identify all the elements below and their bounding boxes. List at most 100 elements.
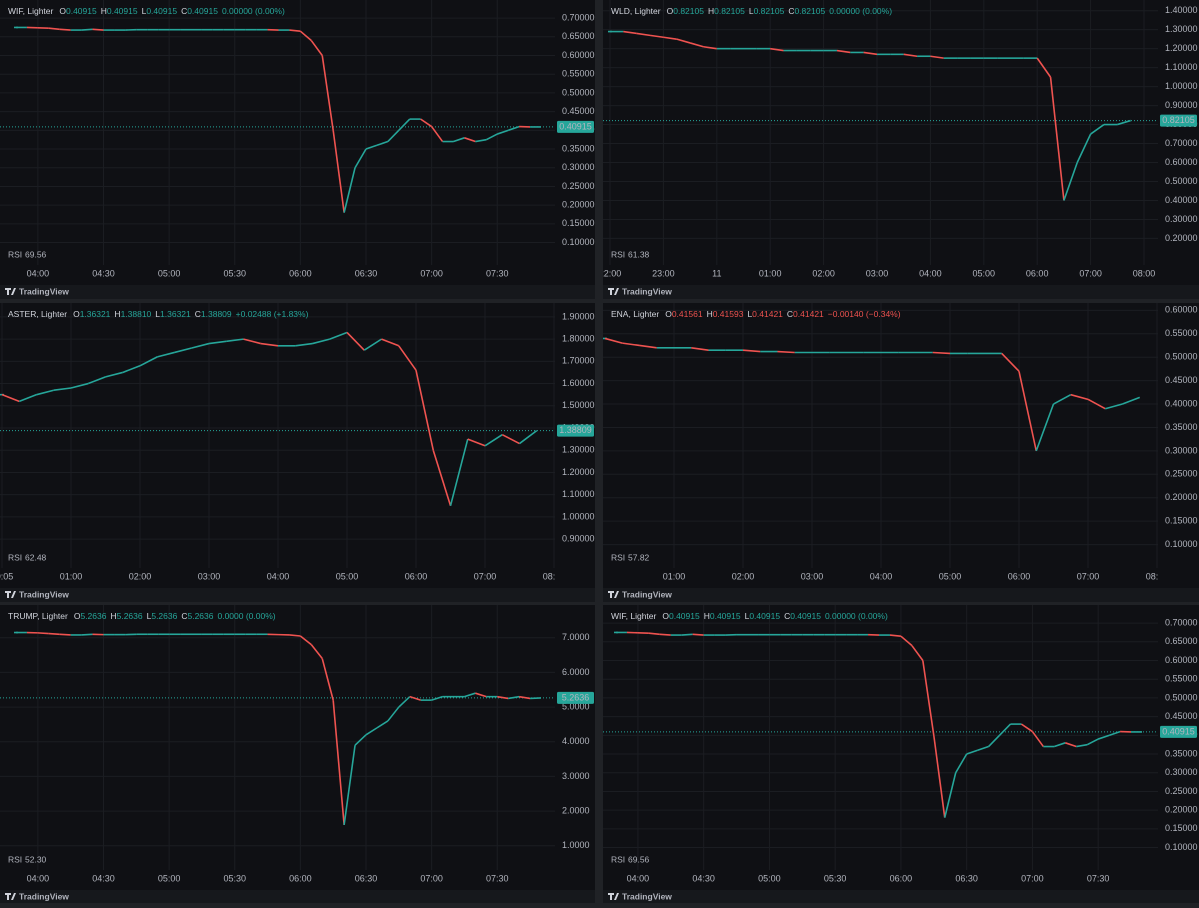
ohlc-value: 0.40915 (66, 6, 97, 16)
x-tick-label: 05:30 (824, 873, 847, 883)
x-tick-label: 23:00 (652, 268, 675, 278)
x-tick-label: 07:00 (474, 571, 497, 581)
y-tick-label: 0.65000 (562, 31, 595, 41)
y-tick-label: 0.10000 (1165, 539, 1198, 549)
x-tick-label: 07:30 (486, 268, 509, 278)
y-tick-label: 0.55000 (562, 69, 595, 79)
price-segment (289, 30, 300, 31)
price-segment (682, 634, 693, 635)
panel-footer (0, 890, 595, 903)
y-tick-label: 0.30000 (1165, 445, 1198, 455)
ohlc-value: 0.82105 (754, 6, 785, 16)
y-tick-label: 0.60000 (1165, 305, 1198, 315)
indicator-value: 69.56 (25, 249, 47, 259)
ohlc-value: 0.40915 (790, 611, 821, 621)
y-tick-label: 4.0000 (562, 736, 590, 746)
x-tick-label: 06:30 (355, 268, 378, 278)
x-tick-label: 01:00 (60, 571, 83, 581)
x-tick-label: 03:00 (198, 571, 221, 581)
price-segment (289, 635, 300, 636)
y-tick-label: 0.40000 (1165, 398, 1198, 408)
x-tick-label: 04:00 (267, 571, 290, 581)
x-tick-label: 07:30 (1087, 873, 1110, 883)
y-tick-label: 0.90000 (1165, 100, 1198, 110)
x-tick-label: 05:00 (758, 873, 781, 883)
price-segment (933, 353, 950, 354)
ohlc-value: 0.82105 (714, 6, 745, 16)
panel-footer (603, 588, 1199, 602)
x-tick-label: 05:00 (939, 571, 962, 581)
panel-background (603, 303, 1199, 588)
y-tick-label: 0.25000 (562, 181, 595, 191)
x-tick-label: 08:00 (1133, 268, 1156, 278)
last-price-label: 0.40915 (1162, 726, 1195, 736)
price-change: +0.02488 (+1.83%) (236, 309, 309, 319)
indicator-value: 61.38 (628, 249, 650, 259)
indicator-name: RSI (611, 249, 625, 259)
y-tick-label: 1.10000 (1165, 62, 1198, 72)
y-tick-label: 1.30000 (1165, 24, 1198, 34)
y-tick-label: 1.20000 (562, 467, 595, 477)
y-tick-label: 0.45000 (562, 106, 595, 116)
x-tick-label: 06:00 (890, 873, 913, 883)
ohlc-value: 0.41421 (752, 309, 783, 319)
y-tick-label: 0.50000 (1165, 352, 1198, 362)
y-tick-label: 1.70000 (562, 356, 595, 366)
price-change: −0.00140 (−0.34%) (828, 309, 901, 319)
panel-background (603, 0, 1199, 285)
x-tick-label: 07:00 (420, 873, 443, 883)
x-tick-label: 04:30 (92, 873, 115, 883)
symbol-title: WIF, Lighter (611, 611, 657, 621)
ohlc-value: 0.40915 (146, 6, 177, 16)
last-price-label: 0.40915 (559, 121, 592, 131)
y-tick-label: 0.70000 (562, 12, 595, 22)
price-segment (60, 29, 71, 30)
y-tick-label: 0.30000 (562, 162, 595, 172)
x-tick-label: 05:00 (158, 873, 181, 883)
y-tick-label: 0.50000 (1165, 176, 1198, 186)
y-tick-label: 0.35000 (562, 143, 595, 153)
y-tick-label: 0.20000 (1165, 492, 1198, 502)
y-tick-label: 0.25000 (1165, 786, 1198, 796)
ohlc-value: 0.82105 (673, 6, 704, 16)
y-tick-label: 2.0000 (562, 805, 590, 815)
indicator-value: 52.30 (25, 854, 47, 864)
x-tick-label: 11 (712, 268, 721, 278)
y-tick-label: 0.20000 (1165, 233, 1198, 243)
x-tick-label: 05:00 (158, 268, 181, 278)
ohlc-value: 0.41593 (713, 309, 744, 319)
last-price-label: 1.38809 (559, 425, 592, 435)
indicator-name: RSI (8, 854, 22, 864)
y-tick-label: 0.60000 (562, 50, 595, 60)
x-tick-label: 04:00 (627, 873, 650, 883)
price-segment (93, 29, 104, 30)
x-tick-label: 04:00 (27, 268, 50, 278)
y-tick-label: 0.50000 (1165, 692, 1198, 702)
ohlc-value: 0.41421 (793, 309, 824, 319)
ohlc-value: 0.40915 (107, 6, 138, 16)
y-tick-label: 0.35000 (1165, 422, 1198, 432)
indicator-value: 57.82 (628, 552, 650, 562)
attribution: TradingView (19, 589, 69, 599)
price-change: 0.00000 (0.00%) (825, 611, 888, 621)
y-tick-label: 1.00000 (562, 511, 595, 521)
indicator-name: RSI (611, 854, 625, 864)
attribution: TradingView (19, 286, 69, 296)
x-tick-label: 06:30 (955, 873, 978, 883)
ohlc-value: 1.36321 (160, 309, 191, 319)
y-tick-label: 1.50000 (562, 400, 595, 410)
x-tick-label: 05:30 (223, 873, 246, 883)
y-tick-label: 1.90000 (562, 311, 595, 321)
y-tick-label: 0.90000 (562, 533, 595, 543)
ohlc-value: 1.38809 (201, 309, 232, 319)
indicator-value: 69.56 (628, 854, 650, 864)
chart-panel: 0.200000.300000.400000.500000.600000.700… (599, 0, 1199, 299)
ohlc-value: 0.40915 (669, 611, 700, 621)
y-tick-label: 0.45000 (1165, 375, 1198, 385)
y-tick-label: 0.55000 (1165, 674, 1198, 684)
y-tick-label: 0.70000 (1165, 617, 1198, 627)
y-tick-label: 0.65000 (1165, 636, 1198, 646)
attribution: TradingView (622, 286, 672, 296)
